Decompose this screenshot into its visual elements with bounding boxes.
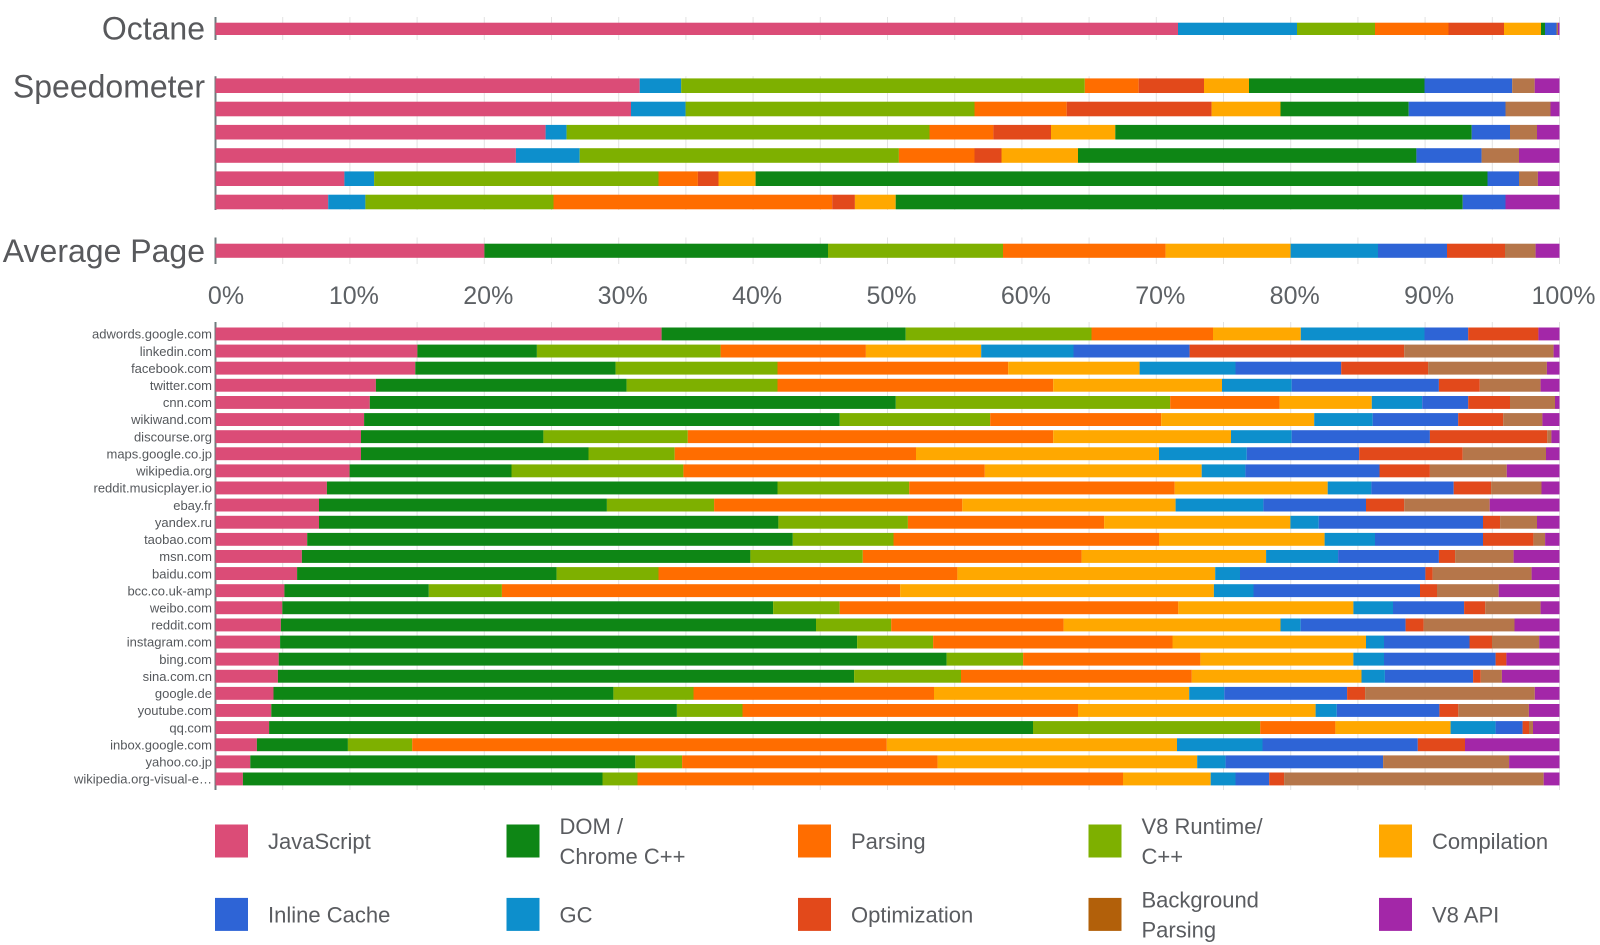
- svg-text:Octane: Octane: [102, 11, 205, 47]
- svg-text:60%: 60%: [1001, 282, 1051, 310]
- svg-text:taobao.com: taobao.com: [144, 532, 212, 547]
- svg-text:50%: 50%: [866, 282, 916, 310]
- svg-text:ebay.fr: ebay.fr: [173, 498, 212, 513]
- svg-text:adwords.google.com: adwords.google.com: [92, 327, 212, 342]
- svg-text:0%: 0%: [208, 282, 244, 310]
- svg-text:GC: GC: [560, 902, 593, 927]
- svg-text:instagram.com: instagram.com: [127, 635, 212, 650]
- svg-text:sina.com.cn: sina.com.cn: [143, 669, 212, 684]
- svg-text:qq.com: qq.com: [169, 720, 212, 735]
- svg-text:reddit.com: reddit.com: [151, 618, 212, 633]
- svg-text:wikiwand.com: wikiwand.com: [130, 412, 212, 427]
- svg-text:cnn.com: cnn.com: [163, 395, 212, 410]
- svg-text:Background: Background: [1142, 887, 1259, 912]
- svg-text:discourse.org: discourse.org: [134, 429, 212, 444]
- svg-text:Parsing: Parsing: [851, 829, 926, 854]
- svg-text:V8 API: V8 API: [1432, 902, 1499, 927]
- svg-text:yandex.ru: yandex.ru: [155, 515, 212, 530]
- svg-text:20%: 20%: [463, 282, 513, 310]
- svg-text:weibo.com: weibo.com: [149, 601, 212, 616]
- svg-text:DOM /: DOM /: [560, 814, 624, 839]
- svg-text:linkedin.com: linkedin.com: [140, 344, 212, 359]
- svg-text:yahoo.co.jp: yahoo.co.jp: [146, 755, 213, 770]
- svg-text:reddit.musicplayer.io: reddit.musicplayer.io: [94, 481, 213, 496]
- svg-text:bcc.co.uk-amp: bcc.co.uk-amp: [127, 583, 212, 598]
- svg-text:Compilation: Compilation: [1432, 829, 1548, 854]
- svg-text:Inline Cache: Inline Cache: [268, 902, 390, 927]
- svg-text:baidu.com: baidu.com: [152, 566, 212, 581]
- svg-text:youtube.com: youtube.com: [138, 703, 212, 718]
- svg-text:Optimization: Optimization: [851, 902, 973, 927]
- svg-text:100%: 100%: [1532, 282, 1596, 310]
- svg-text:msn.com: msn.com: [159, 549, 212, 564]
- svg-text:JavaScript: JavaScript: [268, 829, 371, 854]
- svg-text:10%: 10%: [329, 282, 379, 310]
- svg-text:40%: 40%: [732, 282, 782, 310]
- svg-text:30%: 30%: [598, 282, 648, 310]
- svg-text:google.de: google.de: [155, 686, 212, 701]
- svg-text:wikipedia.org-visual-e…: wikipedia.org-visual-e…: [73, 772, 212, 787]
- svg-text:facebook.com: facebook.com: [131, 361, 212, 376]
- svg-text:90%: 90%: [1404, 282, 1454, 310]
- svg-text:Chrome C++: Chrome C++: [560, 844, 686, 869]
- svg-text:80%: 80%: [1270, 282, 1320, 310]
- svg-text:wikipedia.org: wikipedia.org: [135, 464, 212, 479]
- svg-text:inbox.google.com: inbox.google.com: [110, 737, 212, 752]
- svg-text:maps.google.co.jp: maps.google.co.jp: [106, 447, 212, 462]
- svg-text:Speedometer: Speedometer: [13, 69, 205, 105]
- svg-text:C++: C++: [1142, 844, 1184, 869]
- svg-text:bing.com: bing.com: [159, 652, 212, 667]
- svg-text:V8 Runtime/: V8 Runtime/: [1142, 814, 1264, 839]
- svg-text:Average Page: Average Page: [3, 233, 205, 269]
- svg-text:twitter.com: twitter.com: [150, 378, 212, 393]
- svg-text:70%: 70%: [1135, 282, 1185, 310]
- svg-text:Parsing: Parsing: [1142, 917, 1217, 942]
